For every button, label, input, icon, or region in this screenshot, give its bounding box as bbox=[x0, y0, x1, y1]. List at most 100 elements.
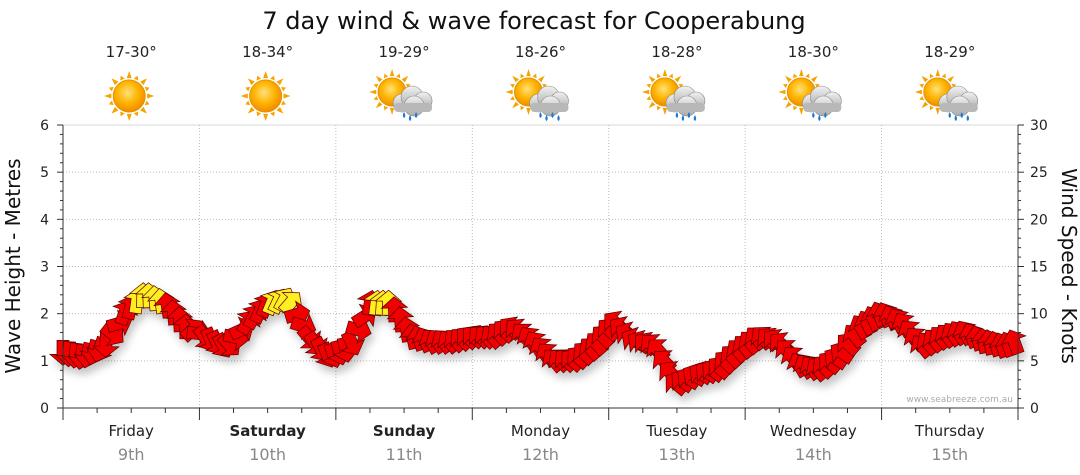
sun-ray bbox=[144, 100, 150, 106]
sun-ray bbox=[389, 69, 395, 77]
rain-drop bbox=[948, 112, 952, 118]
axis-ticks: 0 1 2 3 4 5 6 0 5 10 15 20 25 30 bbox=[40, 118, 1048, 420]
sun-ray bbox=[656, 73, 661, 79]
sun-ray bbox=[369, 89, 377, 95]
sun-ray bbox=[929, 73, 934, 79]
sun-ray bbox=[126, 71, 132, 79]
cloud-shape bbox=[802, 85, 842, 117]
credit-text: www.seabreeze.com.au bbox=[906, 395, 1013, 405]
sun-ray bbox=[921, 101, 929, 109]
rain-drop bbox=[954, 115, 958, 121]
sun-ray bbox=[375, 101, 383, 109]
sun-ray bbox=[542, 83, 547, 88]
day-temperature: 18-26° bbox=[515, 43, 566, 61]
sun-icon bbox=[104, 71, 155, 121]
rain-drop bbox=[681, 115, 685, 121]
day-temperature: 19-29° bbox=[379, 43, 430, 61]
day-name-label: Friday bbox=[108, 422, 154, 440]
sun-ray bbox=[512, 101, 519, 109]
sun-ray bbox=[245, 86, 251, 92]
sun-ray bbox=[108, 86, 114, 92]
sun-ray bbox=[674, 75, 682, 83]
sun-ray bbox=[373, 83, 379, 88]
rain-drop bbox=[818, 115, 821, 121]
rain-drop bbox=[402, 112, 406, 118]
sun-ray bbox=[405, 83, 411, 88]
y-right-tick-label: 30 bbox=[1030, 118, 1048, 134]
sun-cloud-showers-icon bbox=[369, 69, 433, 121]
y-left-tick-label: 0 bbox=[40, 401, 49, 417]
sun-ray bbox=[140, 78, 147, 86]
day-temperature: 18-29° bbox=[924, 43, 975, 61]
sun-ray bbox=[120, 111, 125, 117]
y-left-tick-label: 5 bbox=[40, 165, 49, 181]
sun-ray bbox=[126, 113, 132, 121]
rain-drop bbox=[557, 115, 560, 121]
day-temperature: 18-34° bbox=[242, 43, 293, 61]
sun-ray bbox=[276, 106, 284, 114]
rain-drop bbox=[966, 115, 970, 121]
sun-ray bbox=[785, 101, 792, 109]
day-name-label: Thursday bbox=[914, 422, 985, 440]
sun-rays bbox=[104, 71, 155, 121]
sun-ray bbox=[147, 93, 155, 99]
sun-disc bbox=[112, 79, 146, 113]
sun-ray bbox=[256, 75, 262, 81]
y-left-tick-label: 2 bbox=[40, 307, 49, 323]
day-date-label: 9th bbox=[118, 445, 145, 464]
sun-ray bbox=[921, 75, 929, 83]
day-date-label: 10th bbox=[249, 445, 286, 464]
days-header: 17-30° Friday 9th 18-34° Saturday 10th 19-29° S… bbox=[104, 43, 985, 464]
sun-ray bbox=[104, 93, 112, 99]
rain-drop bbox=[812, 112, 815, 118]
chart-title: 7 day wind & wave forecast for Cooperabu… bbox=[262, 7, 805, 35]
sun-ray bbox=[270, 111, 275, 117]
sun-ray bbox=[256, 111, 262, 117]
day-date-label: 14th bbox=[795, 445, 832, 464]
day-date-label: 12th bbox=[522, 445, 559, 464]
sun-ray bbox=[281, 86, 286, 92]
sun-ray bbox=[263, 71, 269, 79]
sun-ray bbox=[929, 105, 934, 111]
rain-drop bbox=[408, 115, 412, 121]
sun-ray bbox=[656, 105, 661, 111]
sun-ray bbox=[520, 73, 525, 79]
sun-ray bbox=[247, 78, 255, 86]
grid-lines bbox=[63, 125, 1018, 408]
day-name-label: Saturday bbox=[229, 422, 306, 440]
sun-ray bbox=[778, 89, 786, 95]
sun-ray bbox=[646, 96, 652, 101]
sun-ray bbox=[951, 83, 957, 88]
day-temperature: 18-28° bbox=[651, 43, 702, 61]
sun-ray bbox=[935, 69, 941, 77]
y-right-tick-label: 5 bbox=[1030, 354, 1039, 370]
sun-ray bbox=[389, 107, 395, 115]
sun-ray bbox=[646, 83, 652, 88]
sun-ray bbox=[538, 75, 545, 83]
sun-ray bbox=[914, 89, 922, 95]
plot-area: 0 1 2 3 4 5 6 0 5 10 15 20 25 30 bbox=[40, 118, 1048, 420]
sun-ray bbox=[240, 93, 248, 99]
sun-ray bbox=[941, 73, 946, 79]
day-temperature: 17-30° bbox=[106, 43, 157, 61]
day-temperature: 18-30° bbox=[788, 43, 839, 61]
sun-ray bbox=[111, 106, 119, 114]
sun-ray bbox=[793, 105, 798, 111]
rain-drop bbox=[414, 112, 418, 118]
sun-ray bbox=[247, 106, 255, 114]
sun-ray bbox=[662, 69, 668, 77]
sun-ray bbox=[648, 75, 656, 83]
cloud-shape bbox=[665, 85, 706, 117]
sun-ray bbox=[678, 83, 684, 88]
sun-ray bbox=[245, 100, 251, 106]
rain-drop bbox=[545, 115, 548, 121]
rain-drop bbox=[675, 112, 679, 118]
sun-cloud-rain-icon bbox=[505, 69, 569, 121]
sun-ray bbox=[401, 75, 409, 83]
cloud-base bbox=[530, 103, 569, 112]
rain-drop bbox=[539, 112, 542, 118]
y-left-tick-label: 6 bbox=[40, 118, 49, 134]
day-name-label: Tuesday bbox=[645, 422, 707, 440]
sun-ray bbox=[510, 96, 515, 101]
sun-ray bbox=[799, 69, 804, 77]
